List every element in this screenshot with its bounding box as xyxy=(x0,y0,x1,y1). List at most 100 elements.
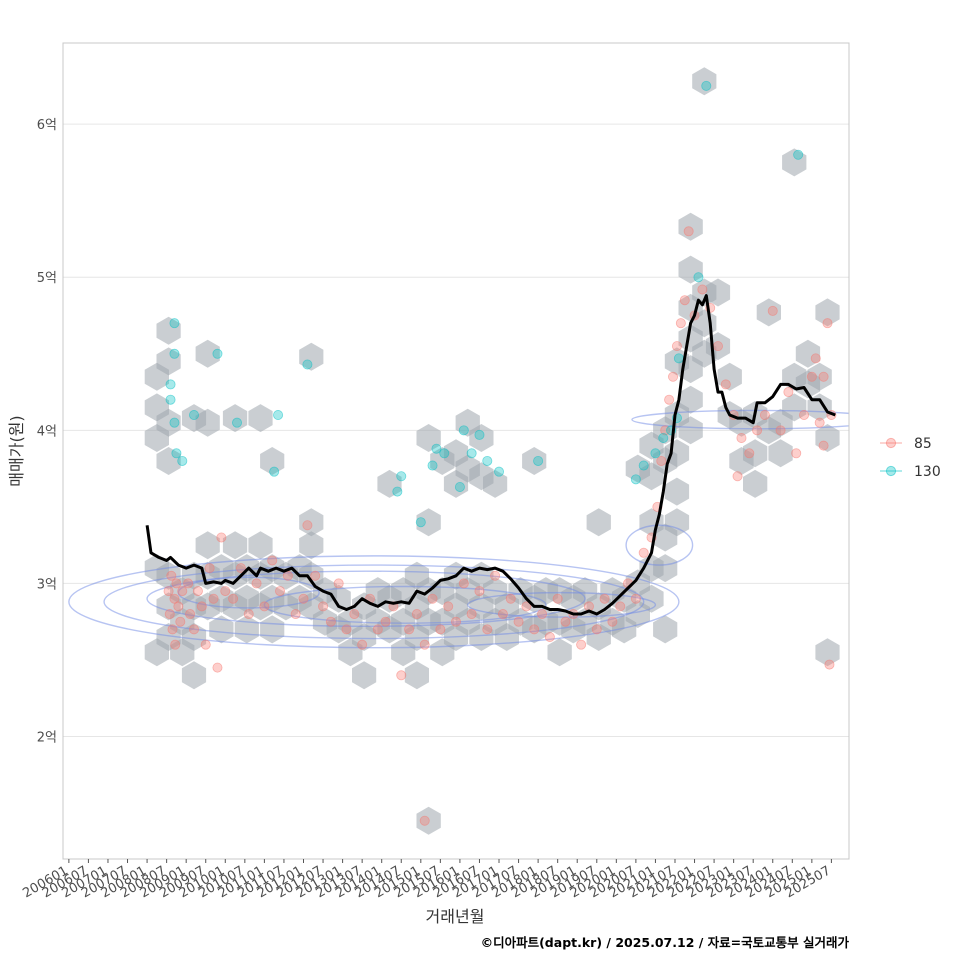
data-point-85 xyxy=(196,601,207,612)
data-point-130 xyxy=(212,348,223,359)
hexbin-cell xyxy=(653,615,678,644)
hexbin-cell xyxy=(807,362,832,391)
data-point-85 xyxy=(529,624,540,635)
data-point-85 xyxy=(552,593,563,604)
hexbin-cell xyxy=(326,584,351,613)
data-point-85 xyxy=(212,662,223,673)
data-point-85 xyxy=(482,624,493,635)
hexbin-cell xyxy=(768,439,793,468)
data-point-130 xyxy=(482,455,493,466)
data-point-85 xyxy=(275,586,286,597)
data-point-85 xyxy=(185,609,196,620)
density-contour xyxy=(625,524,694,566)
hexbin-cell xyxy=(404,661,429,690)
data-point-85 xyxy=(396,670,407,681)
hexbin-cell xyxy=(144,362,169,391)
data-point-130 xyxy=(273,410,284,421)
data-point-85 xyxy=(204,563,215,574)
hexbin-cell xyxy=(181,661,207,690)
data-point-85 xyxy=(713,341,724,352)
x-axis-title: 거래년월 xyxy=(426,907,485,926)
hexbin-cell xyxy=(248,404,273,433)
data-point-130 xyxy=(439,448,450,459)
hexbin-cell xyxy=(195,531,220,560)
data-point-85 xyxy=(443,601,454,612)
data-point-85 xyxy=(668,371,679,382)
data-point-85 xyxy=(259,601,270,612)
data-point-85 xyxy=(675,318,686,329)
y-tick-label: 3억 xyxy=(37,577,57,592)
data-point-85 xyxy=(806,371,817,382)
data-point-130 xyxy=(638,460,649,471)
hexbin-cell xyxy=(815,298,840,327)
data-point-85 xyxy=(228,593,239,604)
density-contour xyxy=(177,576,320,609)
data-point-130 xyxy=(171,448,182,459)
legend-key-130 xyxy=(885,465,897,477)
data-point-130 xyxy=(396,471,407,482)
hexbin-cell xyxy=(222,531,248,560)
data-point-130 xyxy=(188,410,199,421)
data-point-85 xyxy=(200,639,211,650)
y-tick-label: 2억 xyxy=(37,731,57,746)
data-point-85 xyxy=(419,815,430,826)
data-point-85 xyxy=(435,624,446,635)
data-point-130 xyxy=(169,417,180,428)
data-point-85 xyxy=(630,593,641,604)
data-point-85 xyxy=(411,609,422,620)
data-point-85 xyxy=(192,586,203,597)
data-point-85 xyxy=(799,410,810,421)
hexbin-cell xyxy=(678,416,703,445)
data-point-85 xyxy=(419,639,430,650)
hexbin-cell xyxy=(416,806,441,835)
data-point-85 xyxy=(818,371,829,382)
data-point-85 xyxy=(615,601,626,612)
data-point-85 xyxy=(824,659,835,670)
data-point-85 xyxy=(513,616,524,627)
data-point-85 xyxy=(683,226,694,237)
data-point-85 xyxy=(720,379,731,390)
hexbin-cell xyxy=(416,424,441,452)
data-point-85 xyxy=(282,570,293,581)
data-point-85 xyxy=(671,341,682,352)
hexbin-cell xyxy=(195,408,220,437)
data-point-85 xyxy=(183,578,194,589)
y-tick-label: 4억 xyxy=(37,424,57,439)
data-point-130 xyxy=(533,455,544,466)
data-point-85 xyxy=(318,601,329,612)
hexbin-cell xyxy=(639,584,664,613)
data-point-130 xyxy=(415,517,426,528)
data-point-130 xyxy=(793,149,804,160)
hexbin-cell xyxy=(678,385,703,414)
data-point-85 xyxy=(220,586,231,597)
hexbin-cell xyxy=(416,508,441,537)
hexbin-cell xyxy=(705,278,731,307)
data-point-85 xyxy=(175,616,186,627)
data-point-85 xyxy=(290,609,301,620)
data-point-85 xyxy=(166,570,177,581)
data-point-85 xyxy=(458,578,469,589)
data-point-85 xyxy=(216,532,227,543)
data-point-130 xyxy=(165,394,176,405)
hexbin-cell xyxy=(156,408,181,437)
data-point-85 xyxy=(490,570,501,581)
hexbin-cell xyxy=(717,362,742,391)
hexbin-cell xyxy=(678,255,703,284)
data-point-85 xyxy=(664,394,675,405)
data-point-85 xyxy=(466,609,477,620)
data-point-85 xyxy=(767,305,778,316)
data-point-85 xyxy=(544,632,555,643)
data-point-85 xyxy=(171,578,182,589)
data-point-130 xyxy=(474,429,485,440)
scatter-points xyxy=(163,80,837,826)
y-tick-label: 6억 xyxy=(37,118,57,133)
hexbin-cell xyxy=(743,469,768,498)
data-point-85 xyxy=(591,624,602,635)
data-point-85 xyxy=(298,593,309,604)
data-point-85 xyxy=(427,593,438,604)
hexbin-cell xyxy=(653,554,678,583)
data-point-85 xyxy=(783,387,794,398)
hexbin-cell xyxy=(664,477,690,506)
data-point-85 xyxy=(333,578,344,589)
data-point-85 xyxy=(814,417,825,428)
